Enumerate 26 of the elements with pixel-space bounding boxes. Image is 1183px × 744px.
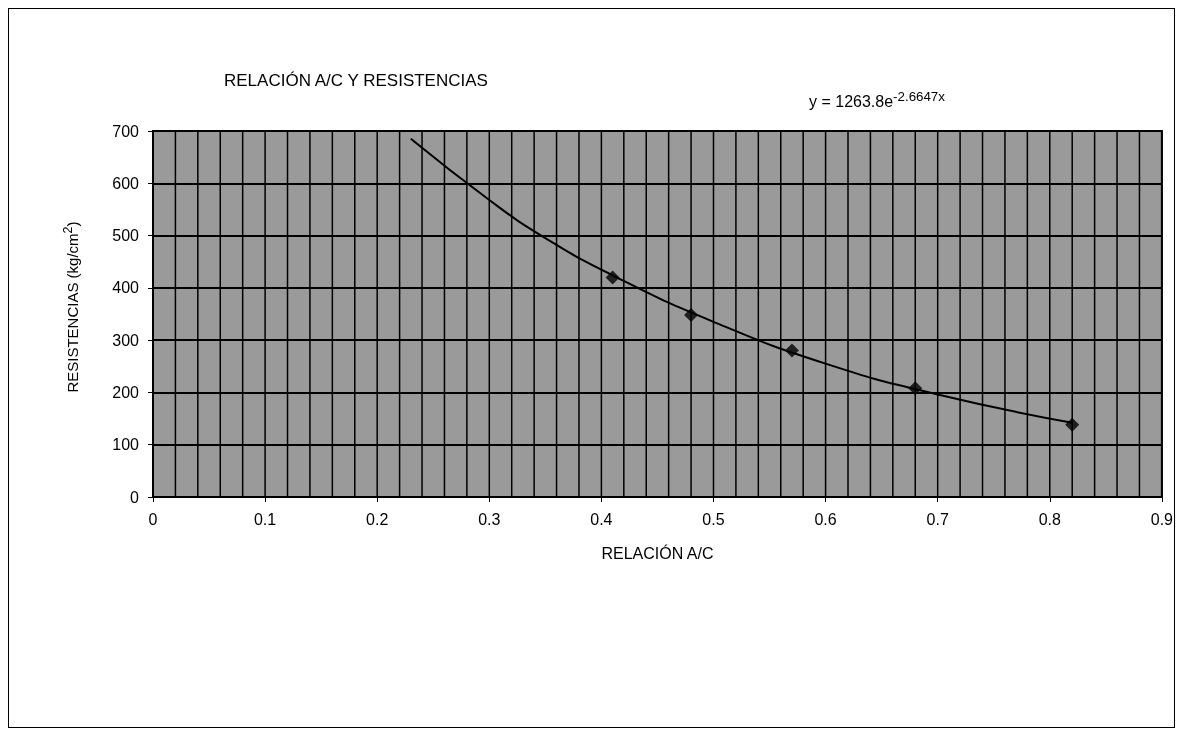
point	[908, 381, 923, 396]
y-tick-label: 500	[112, 227, 140, 245]
chart-title: RELACIÓN A/C Y RESISTENCIAS	[224, 71, 488, 90]
text: y = 1263.8e$^{-2.6647x}$	[809, 89, 945, 112]
x-tick-label: 0.8	[1038, 510, 1061, 528]
y-tick-label: 700	[112, 122, 140, 140]
x-tick-label: 0	[148, 510, 158, 528]
point	[684, 308, 699, 323]
x-tick-label: 0.6	[814, 510, 837, 528]
x-tick-label: 0.4	[590, 510, 613, 528]
point	[605, 270, 620, 285]
x-tick-label: 0.5	[702, 510, 725, 528]
y-tick-label: 300	[112, 331, 140, 349]
x-tick-label: 0.2	[366, 510, 389, 528]
y-tick-label: 0	[130, 488, 140, 506]
x-tick-label: 0.7	[926, 510, 949, 528]
point	[1065, 417, 1080, 432]
x-tick-label: 0.1	[253, 510, 277, 528]
x-tick-label: 0.3	[478, 510, 501, 528]
x-tick-label: 0.9	[1150, 510, 1174, 528]
x-axis-title: RELACIÓN A/C	[601, 543, 714, 562]
point	[784, 343, 799, 358]
y-tick-label: 200	[112, 383, 140, 401]
y-tick-label: 600	[112, 174, 140, 192]
y-tick-label: 100	[112, 436, 140, 454]
y-tick-label: 400	[112, 279, 140, 297]
